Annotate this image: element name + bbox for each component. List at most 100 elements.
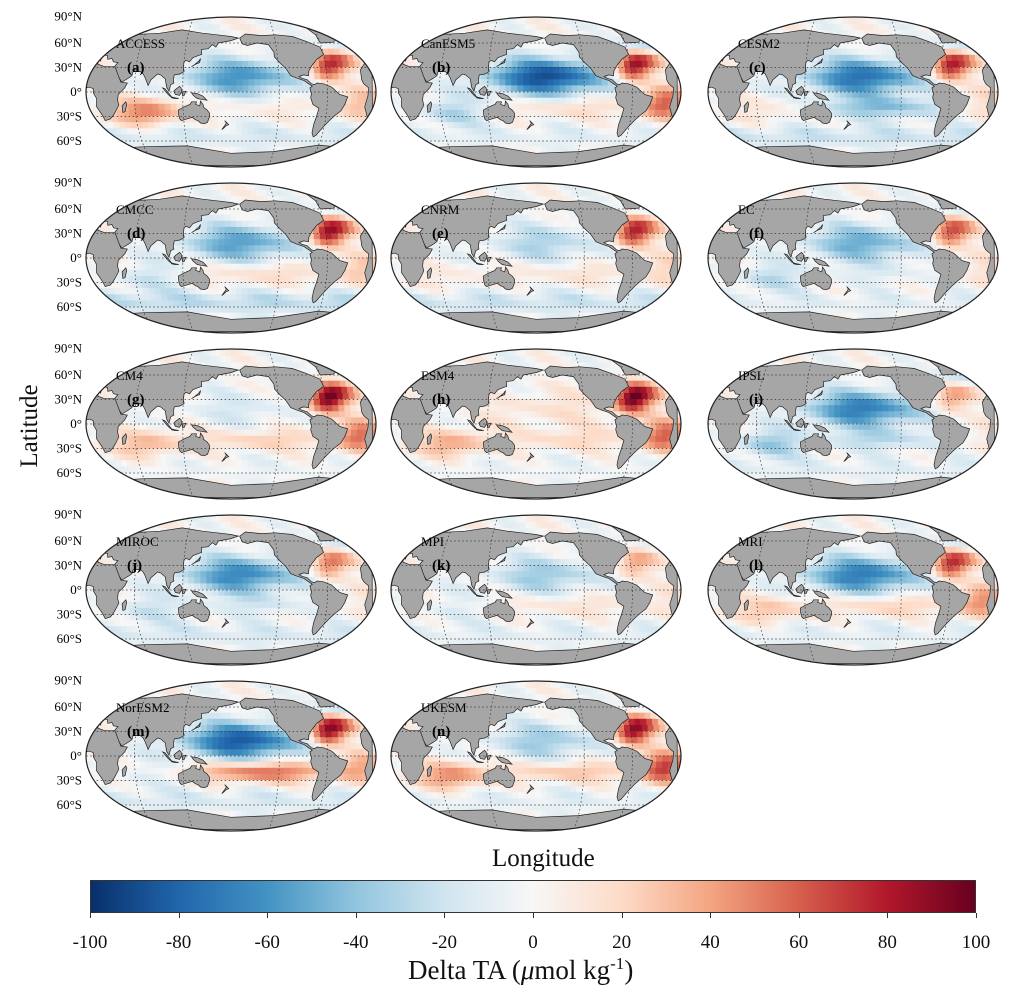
field-cell [343,318,350,326]
field-cell [152,269,160,277]
field-cell [119,288,127,296]
field-cell [439,103,447,111]
field-cell [594,196,601,204]
latitude-label: 90°N [54,9,82,24]
field-cell [787,116,795,123]
field-cell [344,97,353,105]
field-cell [979,91,987,99]
field-cell [253,54,261,62]
field-cell [852,79,860,87]
field-cell [829,134,837,142]
field-cell [350,97,359,105]
field-cell [183,60,191,68]
field-cell [212,282,220,289]
field-cell [888,91,896,99]
field-cell [147,158,154,166]
field-cell [139,251,147,259]
field-cell [172,288,180,296]
field-cell [432,128,439,136]
field-cell [188,233,196,240]
field-cell [209,190,217,198]
field-cell [918,103,926,111]
field-cell [308,73,316,81]
field-cell [212,109,220,117]
field-cell [903,134,910,142]
field-cell [339,251,347,259]
field-cell [530,30,537,38]
field-cell [967,85,975,93]
field-cell [158,263,166,271]
field-cell [869,42,877,50]
field-cell [921,30,929,38]
field-cell [499,79,507,87]
field-cell [881,128,888,136]
field-cell [130,116,138,123]
field-cell [230,128,238,136]
field-cell [840,103,848,111]
field-cell [158,109,167,117]
field-cell [182,251,190,259]
field-cell [241,312,248,320]
field-cell [169,306,177,314]
field-cell [360,208,367,216]
field-cell [248,269,256,277]
field-cell [163,24,170,32]
field-cell [841,30,849,38]
field-cell [364,288,372,296]
field-cell [909,24,916,32]
field-cell [432,91,440,99]
field-cell [606,109,615,117]
field-cell [257,312,264,320]
field-cell [298,184,305,191]
field-cell [597,134,605,142]
field-cell [794,122,802,130]
field-cell [291,306,298,314]
field-cell [332,73,340,81]
field-cell [170,257,178,265]
field-cell [138,294,146,302]
field-cell [738,103,746,111]
field-cell [317,152,325,160]
field-cell [541,54,549,62]
field-cell [978,128,986,136]
field-cell [834,67,842,74]
field-cell [912,103,920,111]
field-cell [563,42,571,50]
field-cell [218,275,226,283]
field-cell [302,36,309,44]
field-cell [272,67,280,74]
field-cell [619,79,627,87]
field-cell [333,128,341,136]
field-cell [342,226,350,234]
field-cell [132,294,140,302]
field-cell [337,312,344,320]
field-cell [984,48,992,56]
field-cell [607,103,615,111]
field-cell [625,134,633,142]
field-cell [236,48,243,56]
field-cell [519,30,526,38]
field-cell [529,54,537,62]
field-cell [290,103,298,111]
field-cell [236,275,244,283]
field-cell [224,48,232,56]
field-cell [886,134,893,142]
field-cell [201,220,209,228]
field-cell [886,128,894,136]
field-cell [558,128,566,136]
field-cell [760,128,768,136]
field-cell [553,103,561,111]
field-cell [323,184,330,191]
field-cell [348,190,356,198]
field-cell [495,128,503,136]
field-cell [473,190,480,198]
field-cell [511,79,519,87]
field-cell [792,109,800,117]
field-cell [852,54,860,62]
field-cell [607,140,614,148]
field-cell [251,196,259,204]
field-cell [246,146,253,154]
field-cell [141,109,149,117]
field-cell [982,116,990,123]
field-cell [982,42,989,50]
